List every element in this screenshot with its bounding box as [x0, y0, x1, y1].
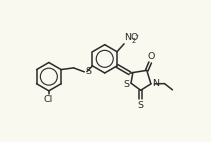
Text: N: N: [153, 79, 160, 88]
Text: 2: 2: [132, 37, 136, 44]
Text: NO: NO: [124, 33, 139, 42]
Text: S: S: [123, 80, 129, 89]
Text: S: S: [138, 101, 144, 110]
Text: Cl: Cl: [43, 95, 52, 104]
Text: S: S: [85, 66, 91, 76]
Text: ⁻: ⁻: [135, 33, 139, 42]
Text: O: O: [147, 52, 154, 61]
